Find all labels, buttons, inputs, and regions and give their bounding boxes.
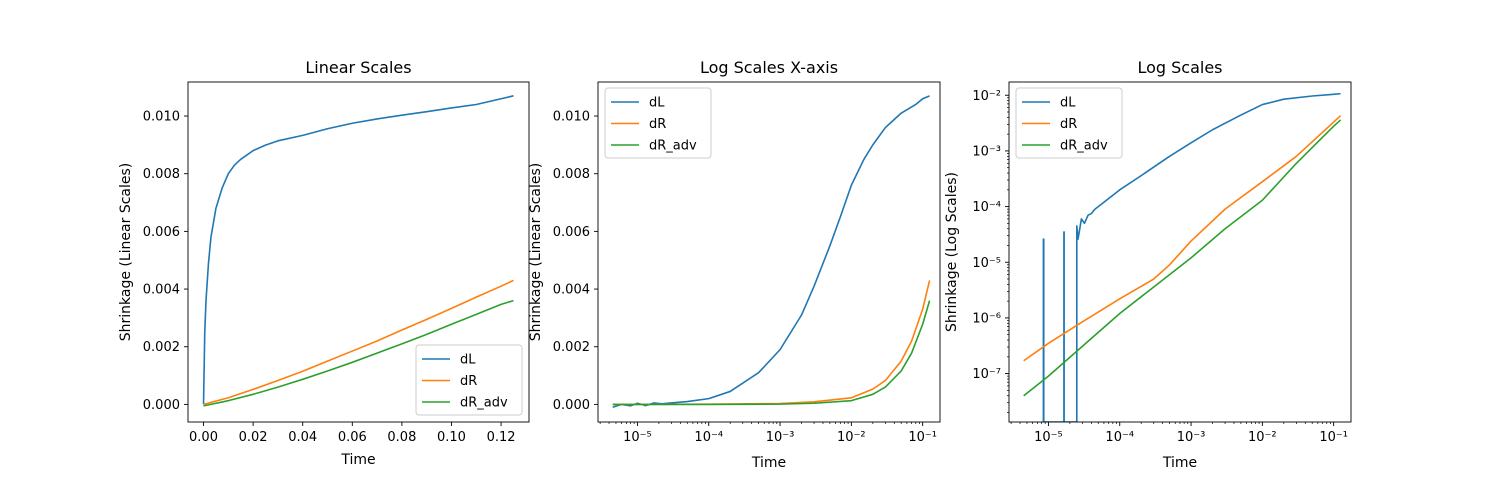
x-tick-label: 10⁻² bbox=[1248, 430, 1277, 445]
chart-title: Log Scales bbox=[1137, 58, 1222, 77]
x-tick-label: 0.12 bbox=[487, 430, 516, 445]
legend-entry-dL: dL bbox=[1060, 96, 1076, 111]
series-line-dR_adv bbox=[1023, 119, 1342, 397]
y-tick-label: 0.006 bbox=[553, 225, 590, 240]
series-line-dL bbox=[1042, 92, 1341, 422]
x-tick-label: 10⁻⁴ bbox=[694, 430, 723, 445]
chart-panel-3: 10⁻⁵ 10⁻⁴ 10⁻³ 10⁻² 10⁻¹ 10⁻⁷ 10⁻⁶ 10⁻⁵ 10⁻⁴ 10⁻³… bbox=[944, 58, 1352, 471]
x-tick-label: 10⁻⁴ bbox=[1105, 430, 1134, 445]
x-tick-label: 10⁻² bbox=[837, 430, 866, 445]
x-tick-label: 10⁻⁵ bbox=[1034, 430, 1063, 445]
y-tick-label: 0.004 bbox=[143, 283, 180, 298]
x-tick-label: 0.10 bbox=[437, 430, 466, 445]
x-axis-label: Time bbox=[1162, 455, 1197, 471]
y-tick-label: 0.000 bbox=[553, 398, 590, 413]
legend-entry-dR: dR bbox=[649, 117, 666, 132]
x-tick-label: 0.00 bbox=[189, 430, 218, 445]
y-tick-label: 0.000 bbox=[143, 398, 180, 413]
y-tick-label: 10⁻⁴ bbox=[972, 200, 1001, 215]
y-axis-label: Shrinkage (Log Scales) bbox=[944, 172, 960, 332]
chart-title: Log Scales X-axis bbox=[700, 58, 838, 77]
x-tick-label: 10⁻³ bbox=[766, 430, 795, 445]
legend: dL dR dR_adv bbox=[604, 87, 712, 159]
plot-frame bbox=[187, 81, 530, 423]
y-tick-label: 0.010 bbox=[553, 110, 590, 125]
y-tick-label: 10⁻⁵ bbox=[972, 256, 1001, 271]
legend-entry-dR_adv: dR_adv bbox=[1060, 139, 1108, 154]
y-tick-label: 0.008 bbox=[143, 167, 180, 182]
y-axis-label: Shrinkage (Linear Scales) bbox=[528, 163, 544, 342]
y-tick-label: 0.006 bbox=[143, 225, 180, 240]
y-tick-label: 0.010 bbox=[143, 110, 180, 125]
legend: dL dR dR_adv bbox=[1015, 87, 1123, 159]
chart-panel-1: 0.00 0.02 0.04 0.06 0.08 0.10 0.12 0.000 0.002 0.… bbox=[118, 58, 530, 468]
legend: dL dR dR_adv bbox=[415, 344, 523, 416]
x-axis-label: Time bbox=[751, 455, 786, 471]
y-tick-label: 0.004 bbox=[553, 283, 590, 298]
y-tick-label: 0.008 bbox=[553, 167, 590, 182]
x-tick-label: 10⁻³ bbox=[1177, 430, 1206, 445]
series-line-dR bbox=[612, 280, 931, 406]
x-tick-label: 0.02 bbox=[239, 430, 268, 445]
series-line-dR_adv bbox=[203, 299, 514, 407]
legend-entry-dR_adv: dR_adv bbox=[649, 139, 697, 154]
x-tick-label: 0.06 bbox=[338, 430, 367, 445]
x-tick-label: 0.08 bbox=[387, 430, 416, 445]
legend-box bbox=[415, 344, 523, 416]
legend-entry-dL: dL bbox=[460, 353, 476, 368]
series-line-dL bbox=[612, 95, 930, 409]
y-axis-label: Shrinkage (Linear Scales) bbox=[118, 163, 134, 342]
y-tick-label: 0.002 bbox=[553, 340, 590, 355]
chart-title: Linear Scales bbox=[305, 58, 411, 77]
x-tick-label: 10⁻¹ bbox=[908, 430, 937, 445]
series-line-dR bbox=[203, 279, 514, 406]
series-line-dL bbox=[202, 95, 514, 405]
x-tick-label: 10⁻¹ bbox=[1319, 430, 1348, 445]
legend-entry-dR: dR bbox=[1060, 117, 1077, 132]
legend-box bbox=[1015, 87, 1123, 159]
x-axis-label: Time bbox=[340, 452, 375, 468]
series-line-dR_adv bbox=[612, 300, 931, 406]
legend-entry-dR: dR bbox=[460, 374, 477, 389]
y-tick-label: 0.002 bbox=[143, 340, 180, 355]
legend-entry-dR_adv: dR_adv bbox=[460, 396, 508, 411]
y-tick-label: 10⁻³ bbox=[972, 144, 1001, 159]
x-tick-label: 0.04 bbox=[288, 430, 317, 445]
y-tick-label: 10⁻⁷ bbox=[972, 367, 1001, 382]
chart-panel-2: 10⁻⁵ 10⁻⁴ 10⁻³ 10⁻² 10⁻¹ 0.000 0.002 0.004 0.006… bbox=[528, 58, 941, 471]
legend-box bbox=[604, 87, 712, 159]
y-tick-label: 10⁻² bbox=[972, 89, 1001, 104]
legend-entry-dL: dL bbox=[649, 96, 665, 111]
y-tick-label: 10⁻⁶ bbox=[972, 311, 1001, 326]
x-tick-label: 10⁻⁵ bbox=[623, 430, 652, 445]
series-line-dR bbox=[1023, 115, 1342, 362]
